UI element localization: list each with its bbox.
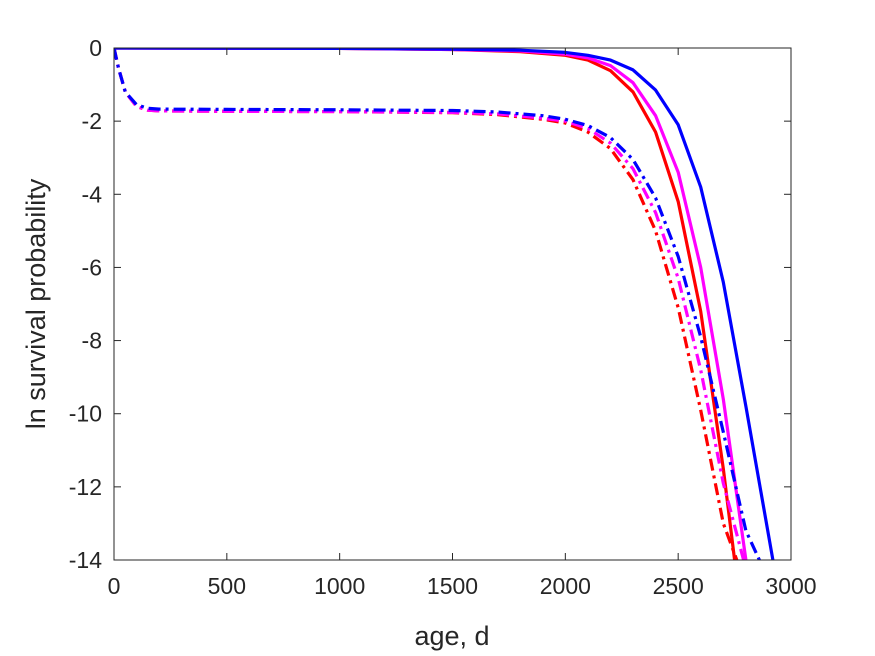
x-tick-label: 3000 bbox=[765, 573, 816, 599]
y-tick-label: -12 bbox=[69, 474, 102, 500]
series-line-3-solid bbox=[114, 48, 775, 560]
x-ticks: 0 500 1000 1500 2000 2500 3000 bbox=[108, 48, 817, 599]
x-tick-label: 1000 bbox=[314, 573, 365, 599]
x-tick-label: 0 bbox=[108, 573, 121, 599]
y-tick-label: -14 bbox=[69, 547, 102, 573]
y-tick-label: -6 bbox=[82, 254, 102, 280]
y-axis-label: ln survival probability bbox=[21, 178, 51, 429]
plot-area bbox=[114, 48, 791, 560]
y-ticks: 0 -2 -4 -6 -8 -10 -12 -14 bbox=[69, 35, 791, 573]
series-line-5-dashdot bbox=[114, 48, 746, 560]
series-line-6-dashdot bbox=[114, 48, 761, 560]
x-tick-label: 2500 bbox=[653, 573, 704, 599]
x-tick-label: 1500 bbox=[427, 573, 478, 599]
y-tick-label: -8 bbox=[82, 328, 102, 354]
y-tick-label: -10 bbox=[69, 401, 102, 427]
y-tick-label: 0 bbox=[89, 35, 102, 61]
y-tick-label: -2 bbox=[82, 108, 102, 134]
x-axis-label: age, d bbox=[414, 621, 489, 651]
x-tick-label: 2000 bbox=[540, 573, 591, 599]
y-tick-label: -4 bbox=[82, 181, 103, 207]
series-line-4-dashdot bbox=[114, 48, 739, 560]
x-tick-label: 500 bbox=[208, 573, 246, 599]
